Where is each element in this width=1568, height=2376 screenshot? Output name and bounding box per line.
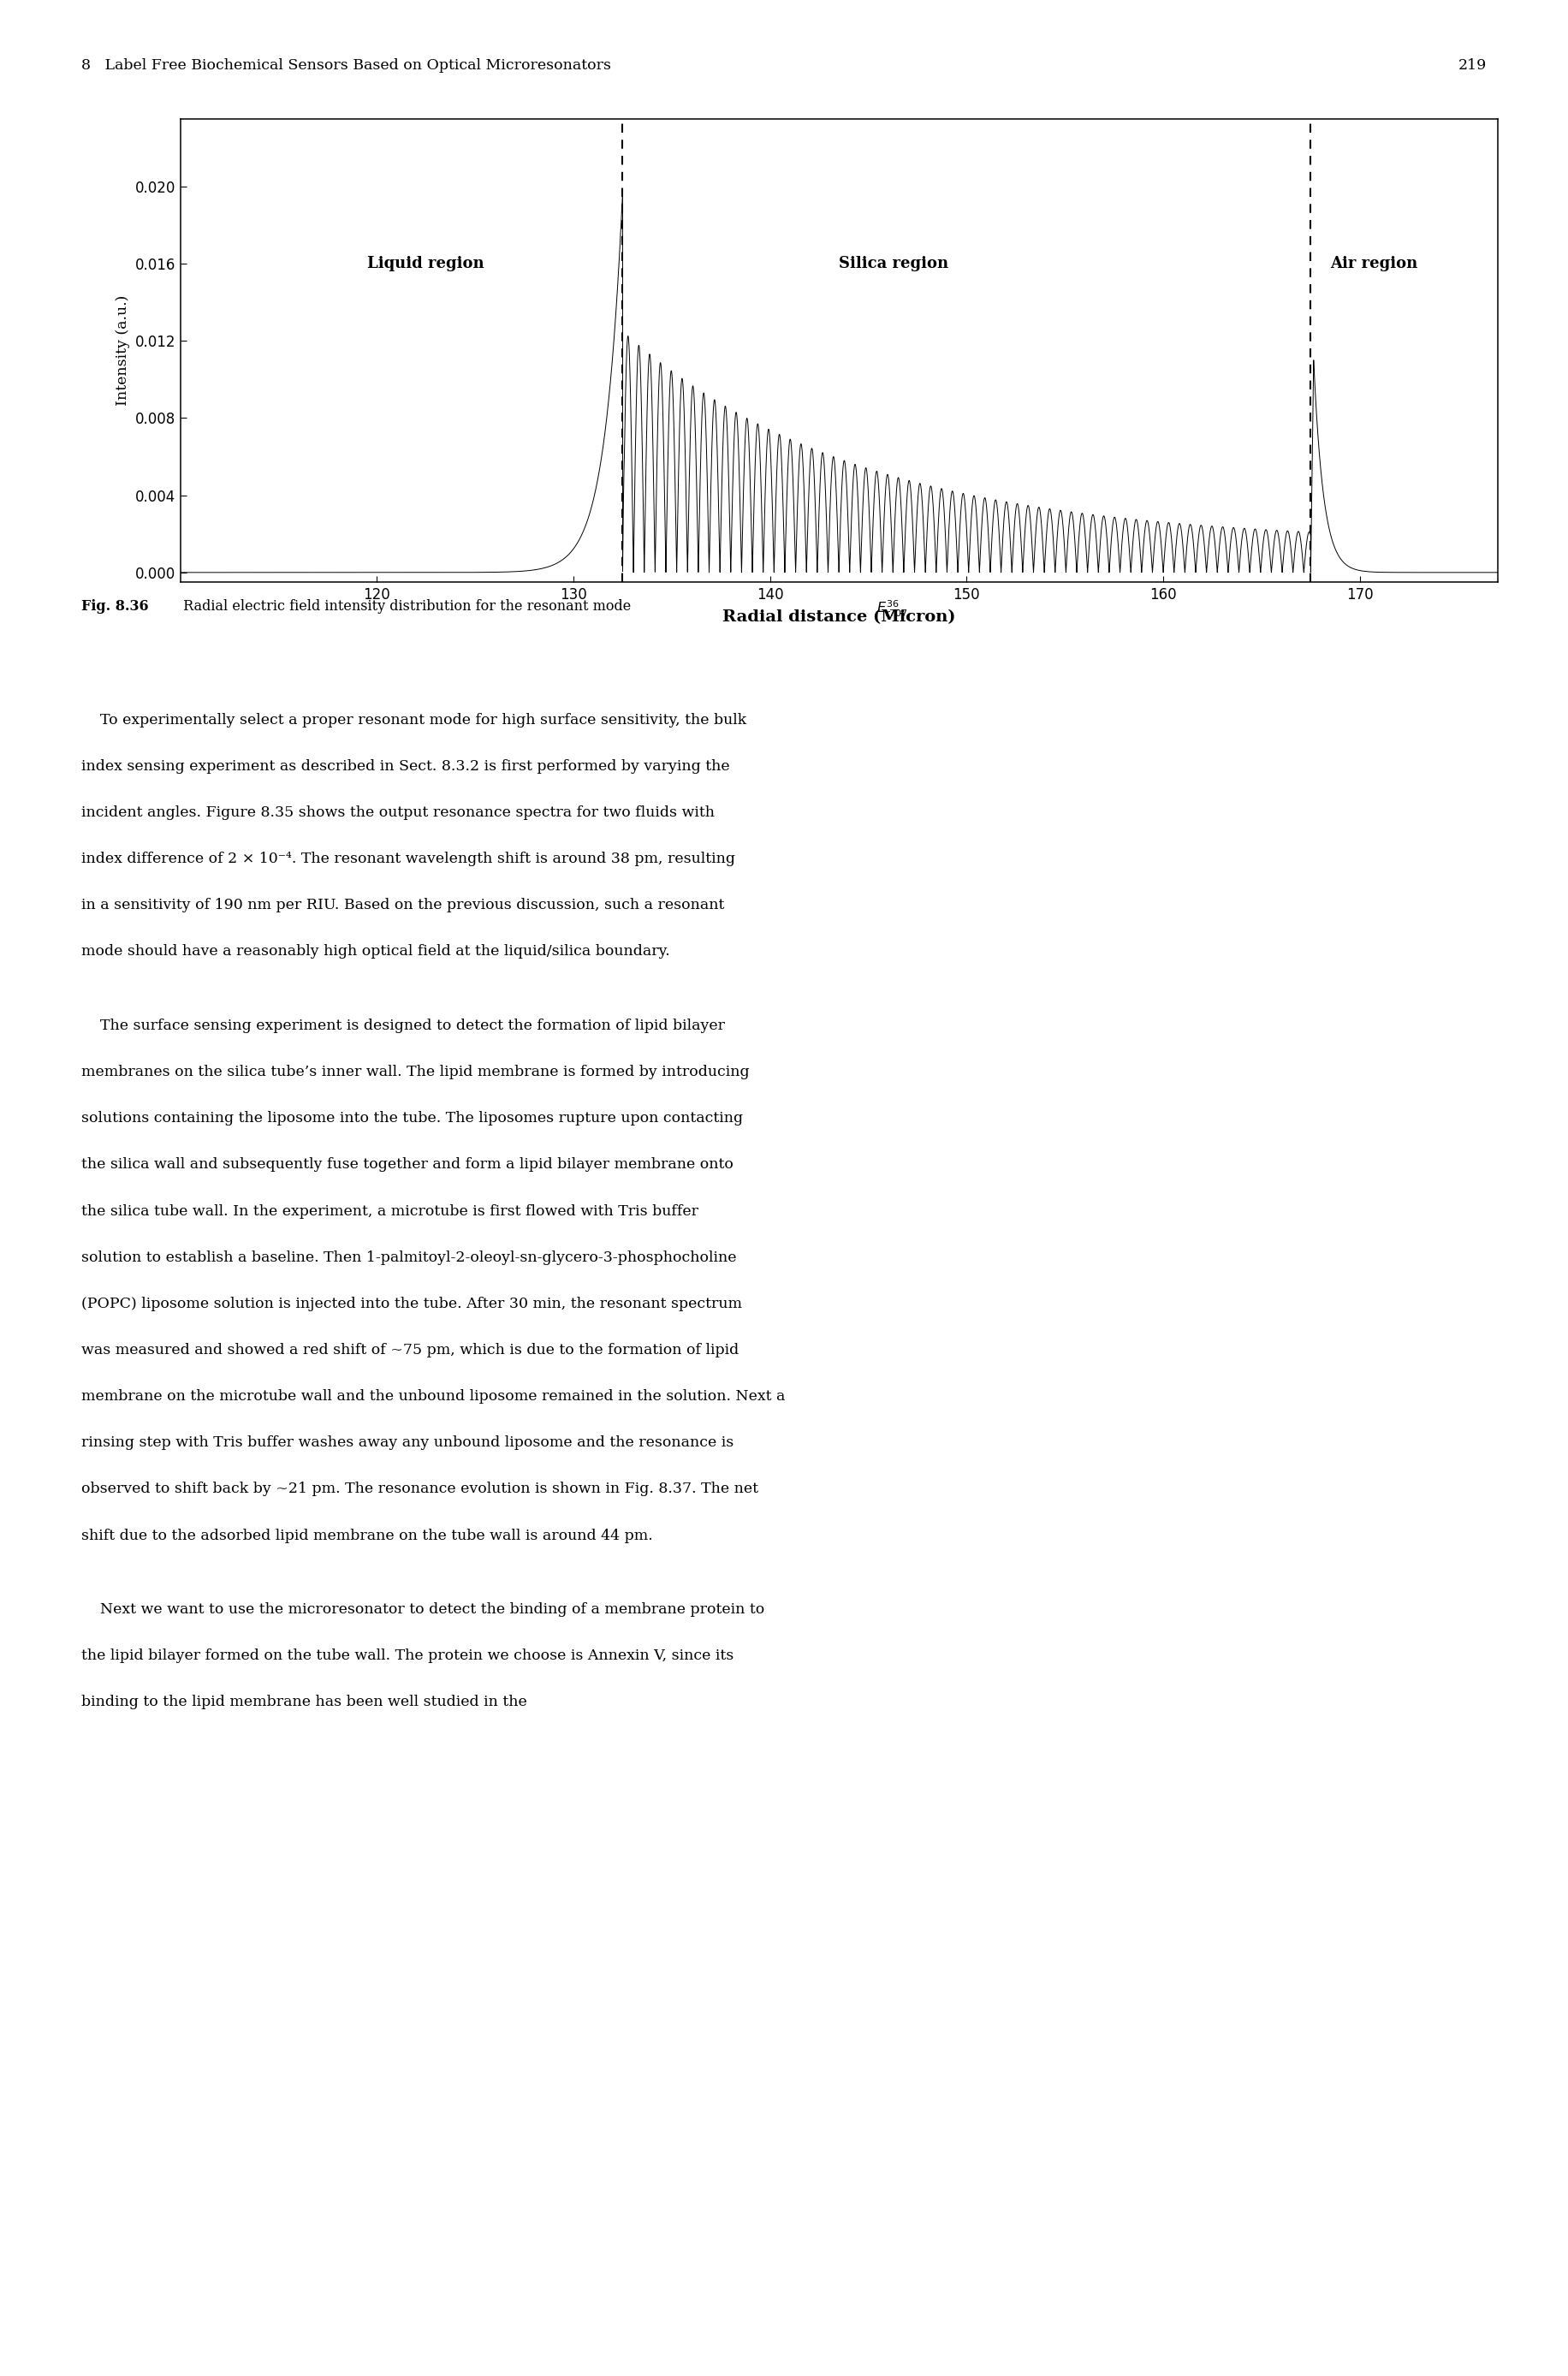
- Text: Liquid region: Liquid region: [367, 257, 485, 271]
- Text: To experimentally select a proper resonant mode for high surface sensitivity, th: To experimentally select a proper resona…: [82, 713, 746, 727]
- Text: membranes on the silica tube’s inner wall. The lipid membrane is formed by intro: membranes on the silica tube’s inner wal…: [82, 1064, 750, 1079]
- Text: index sensing experiment as described in Sect. 8.3.2 is first performed by varyi: index sensing experiment as described in…: [82, 760, 731, 775]
- Text: solution to establish a baseline. Then 1-palmitoyl-2-oleoyl-sn-glycero-3-phospho: solution to establish a baseline. Then 1…: [82, 1250, 737, 1264]
- Text: 8   Label Free Biochemical Sensors Based on Optical Microresonators: 8 Label Free Biochemical Sensors Based o…: [82, 57, 612, 74]
- Text: Fig. 8.36: Fig. 8.36: [82, 599, 149, 613]
- Text: the silica wall and subsequently fuse together and form a lipid bilayer membrane: the silica wall and subsequently fuse to…: [82, 1157, 734, 1171]
- Text: binding to the lipid membrane has been well studied in the: binding to the lipid membrane has been w…: [82, 1694, 527, 1711]
- Text: rinsing step with Tris buffer washes away any unbound liposome and the resonance: rinsing step with Tris buffer washes awa…: [82, 1435, 734, 1449]
- Text: the silica tube wall. In the experiment, a microtube is first flowed with Tris b: the silica tube wall. In the experiment,…: [82, 1205, 699, 1219]
- Text: in a sensitivity of 190 nm per RIU. Based on the previous discussion, such a res: in a sensitivity of 190 nm per RIU. Base…: [82, 898, 724, 912]
- Text: mode should have a reasonably high optical field at the liquid/silica boundary.: mode should have a reasonably high optic…: [82, 943, 670, 960]
- Text: solutions containing the liposome into the tube. The liposomes rupture upon cont: solutions containing the liposome into t…: [82, 1112, 743, 1126]
- Text: incident angles. Figure 8.35 shows the output resonance spectra for two fluids w: incident angles. Figure 8.35 shows the o…: [82, 805, 715, 820]
- X-axis label: Radial distance (Micron): Radial distance (Micron): [723, 608, 955, 625]
- Text: index difference of 2 × 10⁻⁴. The resonant wavelength shift is around 38 pm, res: index difference of 2 × 10⁻⁴. The resona…: [82, 853, 735, 867]
- Text: was measured and showed a red shift of ~75 pm, which is due to the formation of : was measured and showed a red shift of ~…: [82, 1342, 739, 1357]
- Text: Radial electric field intensity distribution for the resonant mode: Radial electric field intensity distribu…: [179, 599, 635, 613]
- Text: (POPC) liposome solution is injected into the tube. After 30 min, the resonant s: (POPC) liposome solution is injected int…: [82, 1297, 742, 1312]
- Text: Next we want to use the microresonator to detect the binding of a membrane prote: Next we want to use the microresonator t…: [82, 1601, 765, 1618]
- Text: Air region: Air region: [1330, 257, 1417, 271]
- Text: observed to shift back by ~21 pm. The resonance evolution is shown in Fig. 8.37.: observed to shift back by ~21 pm. The re…: [82, 1483, 759, 1497]
- Text: $E^{36}_{r707}$: $E^{36}_{r707}$: [877, 599, 908, 618]
- Text: The surface sensing experiment is designed to detect the formation of lipid bila: The surface sensing experiment is design…: [82, 1019, 724, 1034]
- Text: 219: 219: [1458, 57, 1486, 74]
- Y-axis label: Intensity (a.u.): Intensity (a.u.): [116, 295, 130, 406]
- Text: shift due to the adsorbed lipid membrane on the tube wall is around 44 pm.: shift due to the adsorbed lipid membrane…: [82, 1528, 652, 1542]
- Text: Silica region: Silica region: [839, 257, 949, 271]
- Text: membrane on the microtube wall and the unbound liposome remained in the solution: membrane on the microtube wall and the u…: [82, 1390, 786, 1404]
- Text: the lipid bilayer formed on the tube wall. The protein we choose is Annexin V, s: the lipid bilayer formed on the tube wal…: [82, 1649, 734, 1663]
